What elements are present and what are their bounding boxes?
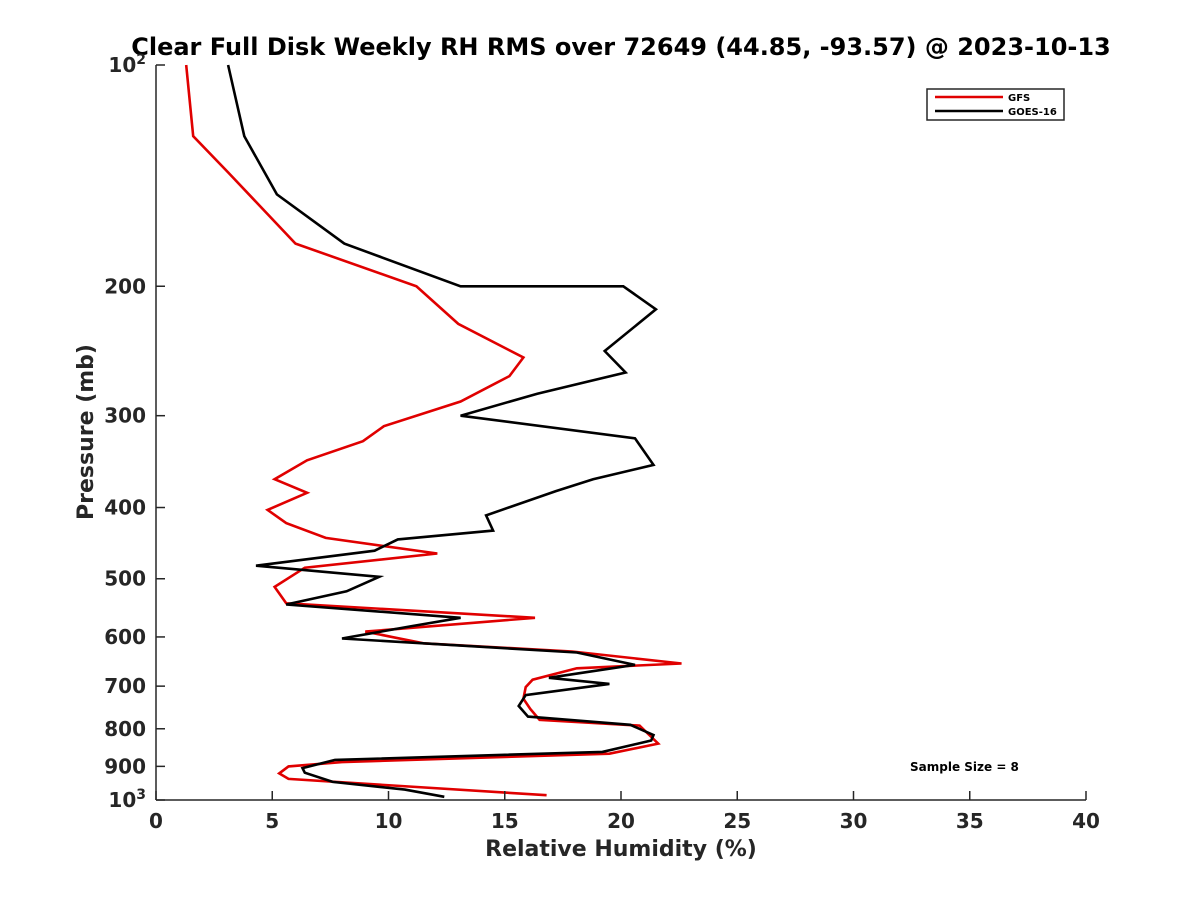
y-tick-label: 700	[104, 674, 146, 698]
y-tick-label: 900	[104, 754, 146, 778]
y-tick-label: 800	[104, 717, 146, 741]
y-axis-label: Pressure (mb)	[74, 344, 99, 520]
y-tick-label: 102	[108, 52, 146, 77]
x-tick-label: 30	[840, 809, 868, 833]
y-tick-label: 400	[104, 496, 146, 520]
plot-area	[184, 64, 682, 799]
x-axis-label: Relative Humidity (%)	[485, 837, 757, 862]
chart-title: Clear Full Disk Weekly RH RMS over 72649…	[131, 33, 1111, 61]
y-tick-label: 500	[104, 567, 146, 591]
x-tick-label: 20	[607, 809, 635, 833]
x-tick-group: 0 5 10 15 20 25 30 35 40	[149, 791, 1100, 833]
y-tick-group: 102 200 300 400 500 600 700 800 900 103	[104, 52, 165, 812]
y-tick-label: 200	[104, 274, 146, 298]
legend: GFS GOES-16	[926, 88, 1065, 121]
x-tick-label: 15	[491, 809, 519, 833]
x-tick-label: 40	[1072, 809, 1100, 833]
y-tick-label: 103	[108, 787, 146, 812]
legend-label: GOES-16	[1008, 107, 1057, 118]
y-tick-label: 600	[104, 625, 146, 649]
legend-box	[926, 88, 1065, 121]
legend-label: GFS	[1008, 93, 1030, 104]
x-tick-label: 25	[723, 809, 751, 833]
x-tick-label: 10	[375, 809, 403, 833]
series-line-gfs	[184, 64, 682, 797]
sample-size-annotation: Sample Size = 8	[910, 760, 1019, 774]
x-tick-label: 35	[956, 809, 984, 833]
y-tick-label: 300	[104, 404, 146, 428]
x-tick-label: 5	[265, 809, 279, 833]
series-line-goes-16	[226, 64, 659, 799]
x-tick-label: 0	[149, 809, 163, 833]
